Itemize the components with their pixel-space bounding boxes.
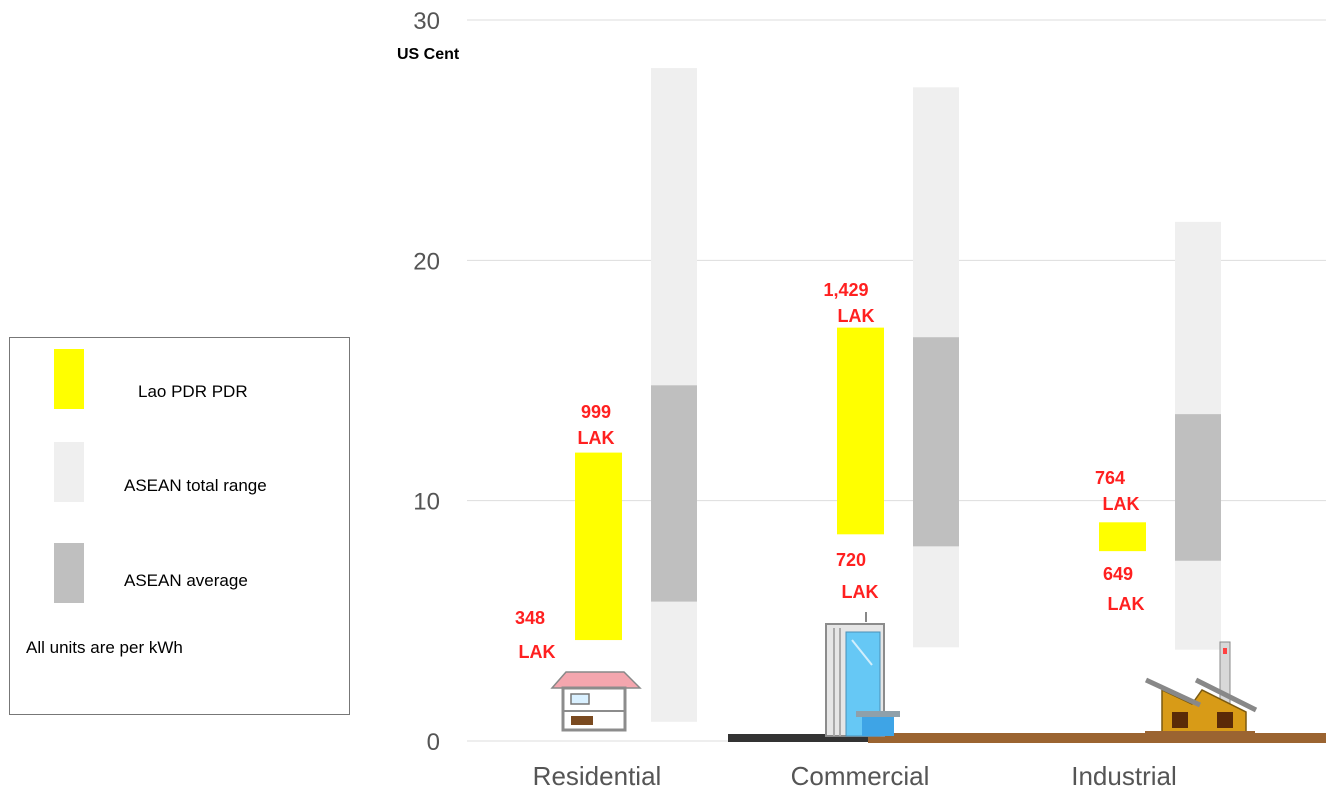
x-label-residential: Residential (533, 761, 662, 791)
bar-lao-commercial (837, 327, 884, 535)
data-label-high-commercial: LAK (838, 306, 875, 326)
bars (575, 68, 1221, 722)
data-label-high-residential: 999 (581, 402, 611, 422)
data-label-low-residential: 348 (515, 608, 545, 628)
bar-lao-industrial (1099, 522, 1146, 552)
bar-asean-average-industrial (1175, 414, 1221, 561)
data-label-low-commercial: LAK (842, 582, 879, 602)
y-tick-label: 10 (413, 489, 440, 516)
y-tick-label: 30 (413, 8, 440, 35)
bar-asean-average-commercial (913, 337, 959, 547)
data-label-high-commercial: 1,429 (823, 280, 868, 300)
legend-swatch-asean-range (54, 442, 84, 502)
office-building-icon (825, 612, 900, 737)
ground-line-brown (868, 733, 1326, 743)
legend-label-asean-average: ASEAN average (124, 571, 248, 590)
data-labels: 999 LAK 1,429 LAK 764 LAK 348 LAK 720 LAK 649 LAK (515, 280, 1145, 662)
ground-line-dark (728, 734, 868, 742)
factory-icon (1144, 641, 1258, 736)
data-label-high-industrial: LAK (1103, 494, 1140, 514)
bar-asean-average-residential (651, 385, 697, 602)
legend-swatch-asean-average (54, 543, 84, 603)
y-tick-label: 0 (427, 729, 440, 756)
units-note: All units are per kWh (26, 638, 183, 657)
legend-label-asean-range: ASEAN total range (124, 476, 267, 495)
data-label-low-industrial: 649 (1103, 564, 1133, 584)
y-axis-ticks: 0 10 20 30 (413, 8, 440, 756)
data-label-low-residential: LAK (519, 642, 556, 662)
bar-lao-residential (575, 452, 622, 641)
y-axis-label: US Cent (397, 46, 460, 63)
legend-swatch-lao (54, 349, 84, 409)
x-label-industrial: Industrial (1071, 761, 1177, 791)
y-tick-label: 20 (413, 248, 440, 275)
data-label-low-industrial: LAK (1108, 594, 1145, 614)
x-label-commercial: Commercial (791, 761, 930, 791)
data-label-high-industrial: 764 (1095, 468, 1125, 488)
x-axis-labels: Residential Commercial Industrial (533, 761, 1177, 791)
legend-label-lao: Lao PDR PDR (138, 382, 248, 401)
category-icons (550, 612, 1326, 743)
data-label-low-commercial: 720 (836, 550, 866, 570)
house-icon (550, 671, 642, 732)
data-label-high-residential: LAK (578, 428, 615, 448)
